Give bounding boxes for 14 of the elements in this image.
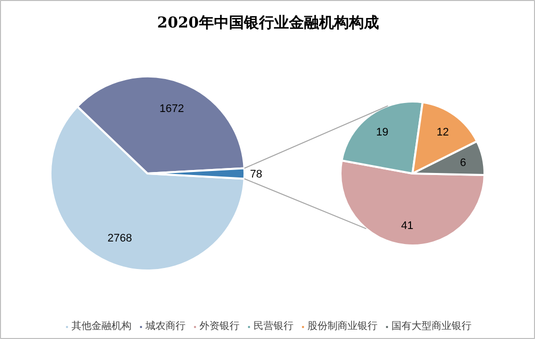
legend-label: 城农商行 [146, 320, 186, 333]
data-label: 78 [250, 168, 262, 180]
data-label: 41 [401, 220, 414, 232]
data-label: 12 [436, 126, 449, 138]
legend-label: 民营银行 [254, 320, 294, 333]
data-label: 1672 [159, 102, 184, 115]
data-label: 6 [460, 157, 466, 170]
legend-label: 股份制商业银行 [308, 320, 378, 333]
legend-label: 外资银行 [200, 320, 240, 333]
legend-label: 国有大型商业银行 [392, 320, 472, 333]
legend-label: 其他金融机构 [72, 320, 132, 333]
data-label: 2768 [108, 232, 132, 245]
chart-title: 2020年中国银行业金融机构构成 [157, 14, 379, 32]
data-label: 19 [376, 126, 388, 138]
